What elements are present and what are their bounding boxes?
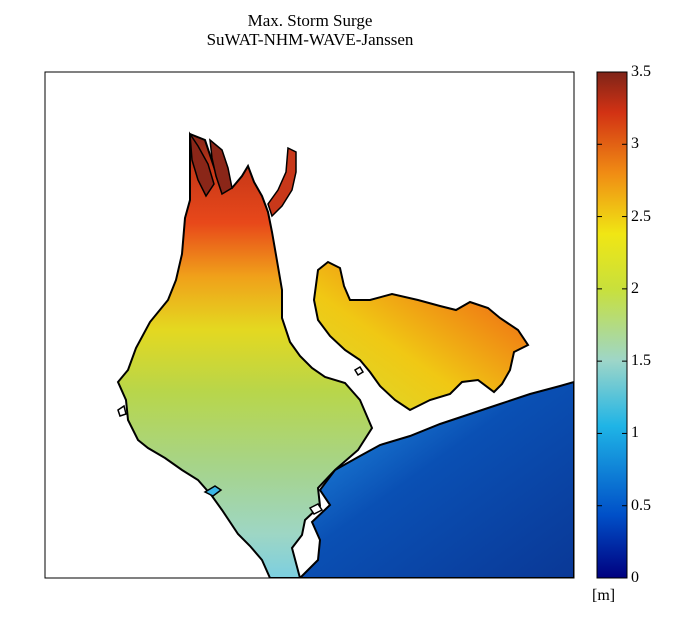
north-channel-east [267,146,297,218]
islet [353,365,365,377]
main-bay [116,132,374,578]
colorbar [596,71,628,579]
islet [203,485,223,497]
colorbar-unit: [m] [592,587,616,604]
islet [308,503,324,515]
colorbar-ticks [597,71,627,579]
islet [117,404,127,417]
map-title: Max. Storm Surge [247,11,373,30]
map-subtitle: SuWAT-NHM-WAVE-Janssen [206,30,414,49]
eastern-arm [312,260,530,412]
colorbar-tick-label: 3.5 [631,63,651,80]
colorbar-tick-label: 0 [631,569,639,586]
open-sea [298,380,574,578]
colorbar-tick-label: 3 [631,135,639,153]
colorbar-tick-label: 2 [631,279,639,297]
colorbar-tick-label: 1.5 [631,352,651,370]
north-channel-left [189,131,215,198]
colorbar-tick-label: 0.5 [631,496,651,514]
north-channel-right [209,138,233,196]
colorbar-tick-label: 2.5 [631,207,651,225]
colorbar-tick-label: 1 [631,424,639,442]
